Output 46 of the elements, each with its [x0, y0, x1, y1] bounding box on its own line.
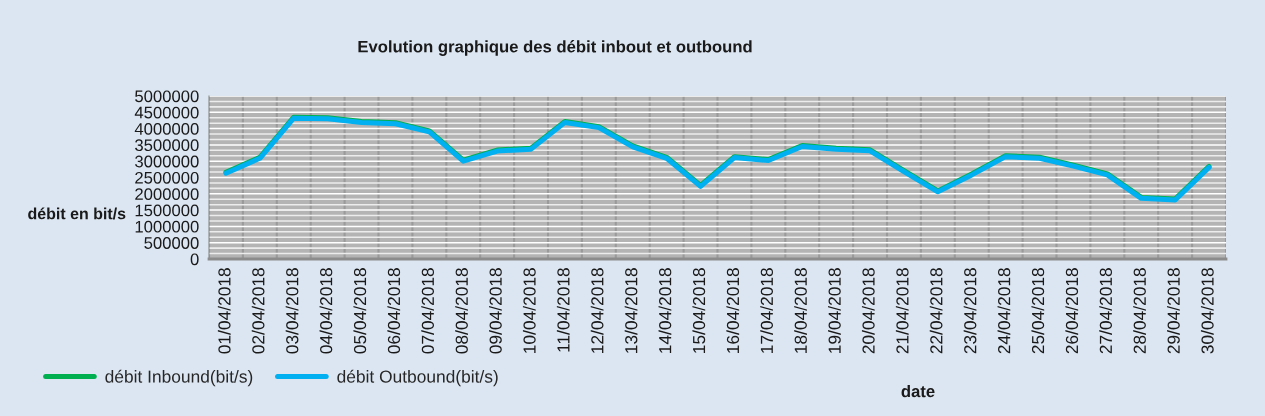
x-tick-label: 01/04/2018 [217, 268, 231, 354]
y-tick-label: 0 [190, 253, 199, 266]
x-tick-label: 19/04/2018 [828, 268, 841, 353]
x-tick-label: 04/04/2018 [319, 268, 333, 354]
x-tick-label: 30/04/2018 [1200, 268, 1214, 354]
x-tick-label: 25/04/2018 [1031, 268, 1045, 354]
y-tick-label: 2000000 [135, 188, 199, 200]
x-tick-label: 29/04/2018 [1167, 268, 1180, 354]
y-tick-label: 3500000 [135, 139, 199, 152]
x-tick-label: 11/04/2018 [556, 268, 570, 352]
x-tick-label: 09/04/2018 [489, 268, 502, 354]
x-tick-label: 23/04/2018 [963, 268, 977, 354]
x-tick-label: 13/04/2018 [624, 268, 638, 353]
x-tick-label: 08/04/2018 [455, 268, 468, 354]
x-tick-label: 20/04/2018 [861, 268, 875, 354]
x-tick-label: 17/04/2018 [760, 268, 774, 353]
x-tick-label: 02/04/2018 [251, 268, 265, 354]
x-axis-title: date [901, 385, 935, 398]
y-tick-label: 4000000 [134, 123, 199, 135]
legend-label: débit Inbound(bit/s) [105, 369, 253, 387]
x-tick-label: 14/04/2018 [658, 268, 672, 353]
y-tick-label: 1000000 [135, 220, 199, 233]
x-tick-label: 05/04/2018 [353, 268, 367, 354]
x-tick-label: 27/04/2018 [1099, 268, 1113, 354]
x-tick-label: 10/04/2018 [522, 268, 536, 353]
legend-label: débit Outbound(bit/s) [337, 369, 498, 387]
x-tick-label: 22/04/2018 [929, 268, 943, 354]
x-tick-label: 26/04/2018 [1065, 268, 1079, 354]
y-tick-label: 2500000 [135, 171, 199, 184]
y-tick-label: 500000 [144, 237, 199, 249]
x-tick-label: 03/04/2018 [285, 268, 299, 354]
y-tick-label: 3000000 [135, 155, 199, 168]
x-tick-label: 28/04/2018 [1133, 268, 1146, 354]
y-tick-label: 4500000 [134, 106, 199, 119]
x-tick-label: 21/04/2018 [895, 268, 909, 354]
y-axis-title: débit en bit/s [28, 207, 126, 220]
x-tick-label: 24/04/2018 [997, 268, 1011, 354]
x-tick-label: 12/04/2018 [590, 268, 604, 353]
x-tick-label: 16/04/2018 [726, 268, 740, 353]
x-tick-label: 18/04/2018 [794, 268, 807, 353]
y-tick-label: 5000000 [135, 90, 199, 103]
x-tick-label: 06/04/2018 [387, 268, 401, 354]
x-tick-label: 07/04/2018 [421, 268, 435, 354]
x-tick-label: 15/04/2018 [692, 268, 706, 353]
chart-title: Evolution graphique des débit inbout et outbound [358, 40, 752, 56]
y-tick-label: 1500000 [135, 204, 199, 217]
